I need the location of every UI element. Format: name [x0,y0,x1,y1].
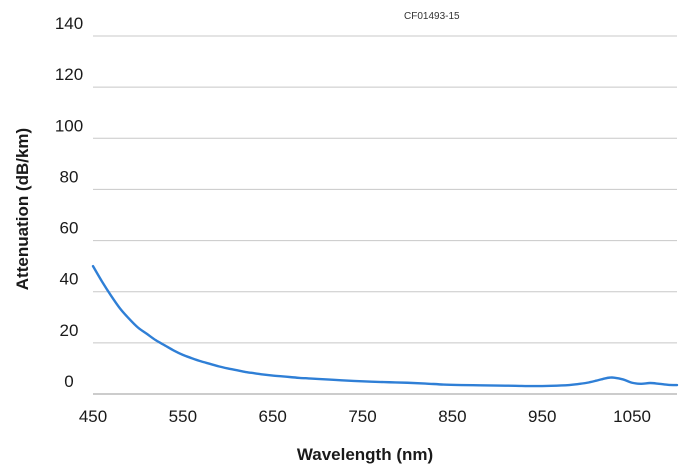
y-tick-label: 140 [55,14,83,33]
x-tick-label: 850 [438,407,466,426]
y-tick-label: 100 [55,116,83,135]
x-tick-label: 950 [528,407,556,426]
x-tick-label: 650 [259,407,287,426]
y-tick-label: 80 [60,167,79,186]
y-tick-label: 120 [55,65,83,84]
x-tick-label: 550 [169,407,197,426]
series-layer [91,264,679,388]
y-tick-label: 20 [60,321,79,340]
figure-code: CF01493-15 [404,11,460,22]
series-line-0 [91,264,679,388]
x-axis-ticks: 450 550 650 750 850 950 1050 [79,407,651,426]
x-tick-label: 1050 [613,407,651,426]
x-axis-title: Wavelength (nm) [297,445,433,464]
x-tick-label: 450 [79,407,107,426]
y-tick-label: 0 [64,372,73,391]
y-axis-title: Attenuation (dB/km) [13,128,32,290]
y-tick-label: 60 [60,219,79,238]
y-tick-label: 40 [60,270,79,289]
y-axis-ticks: 0 20 40 60 80 100 120 140 [55,14,83,391]
x-tick-label: 750 [348,407,376,426]
grid [93,35,677,395]
